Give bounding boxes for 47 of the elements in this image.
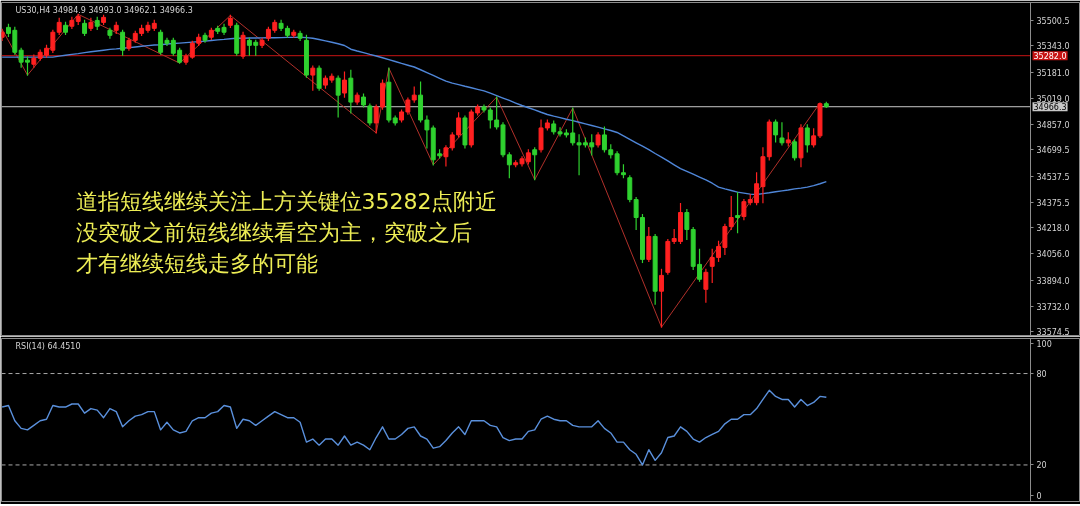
- candlestick: [342, 71, 347, 98]
- candlestick: [316, 65, 322, 91]
- candlestick: [120, 29, 126, 56]
- candlestick: [735, 192, 741, 234]
- y-tick-label: 34699.5: [1036, 146, 1070, 156]
- y-tick-label: 20: [1036, 461, 1047, 471]
- y-tick-label: 35019.0: [1036, 94, 1070, 104]
- candlestick: [659, 268, 664, 328]
- candlestick: [728, 196, 734, 231]
- candlestick: [804, 124, 810, 153]
- chart-title: RSI(14) 64.4510: [15, 341, 81, 351]
- y-tick-label: 35343.0: [1036, 42, 1070, 52]
- line-series: [1, 389, 828, 466]
- y-tick-label: 34375.5: [1036, 198, 1070, 208]
- candlestick: [684, 208, 690, 241]
- annotation: 才有继续短线走多的可能: [75, 251, 318, 276]
- candlestick: [703, 268, 709, 303]
- y-tick-label: 34218.0: [1036, 224, 1070, 234]
- candlestick: [348, 69, 354, 114]
- candlestick: [240, 31, 246, 59]
- y-tick-label: 35181.0: [1036, 68, 1070, 78]
- candlestick: [456, 112, 462, 138]
- y-tick-label: 80: [1036, 370, 1047, 380]
- candlestick: [646, 226, 652, 262]
- y-tick-label: 0: [1036, 491, 1042, 501]
- candlestick: [443, 145, 449, 167]
- y-tick-label: 33574.5: [1036, 328, 1070, 338]
- ref-line-label: 35282.0: [1033, 52, 1067, 62]
- y-tick-label: 35500.5: [1036, 16, 1070, 26]
- annotation: 没突破之前短线继续看空为主，突破之后: [75, 220, 472, 245]
- y-tick-label: 34857.0: [1036, 120, 1070, 130]
- y-tick-label: 33894.0: [1036, 276, 1070, 286]
- chart-title: US30,H4 34984.9 34993.0 34962.1 34966.3: [15, 5, 193, 15]
- annotation: 道指短线继续关注上方关键位35282点附近: [75, 189, 498, 214]
- y-tick-label: 34056.0: [1036, 250, 1070, 260]
- candlestick: [773, 119, 779, 143]
- candlestick: [335, 75, 341, 118]
- ref-line-label: 34966.3: [1033, 103, 1067, 113]
- y-tick-label: 100: [1036, 339, 1052, 349]
- candlestick: [779, 122, 785, 146]
- candlestick: [532, 147, 538, 181]
- y-tick-label: 33732.0: [1036, 302, 1070, 312]
- candlestick: [792, 139, 798, 161]
- y-tick-label: 34537.5: [1036, 172, 1070, 182]
- candlestick: [310, 65, 316, 91]
- candlestick: [367, 103, 373, 126]
- candlestick: [627, 175, 633, 203]
